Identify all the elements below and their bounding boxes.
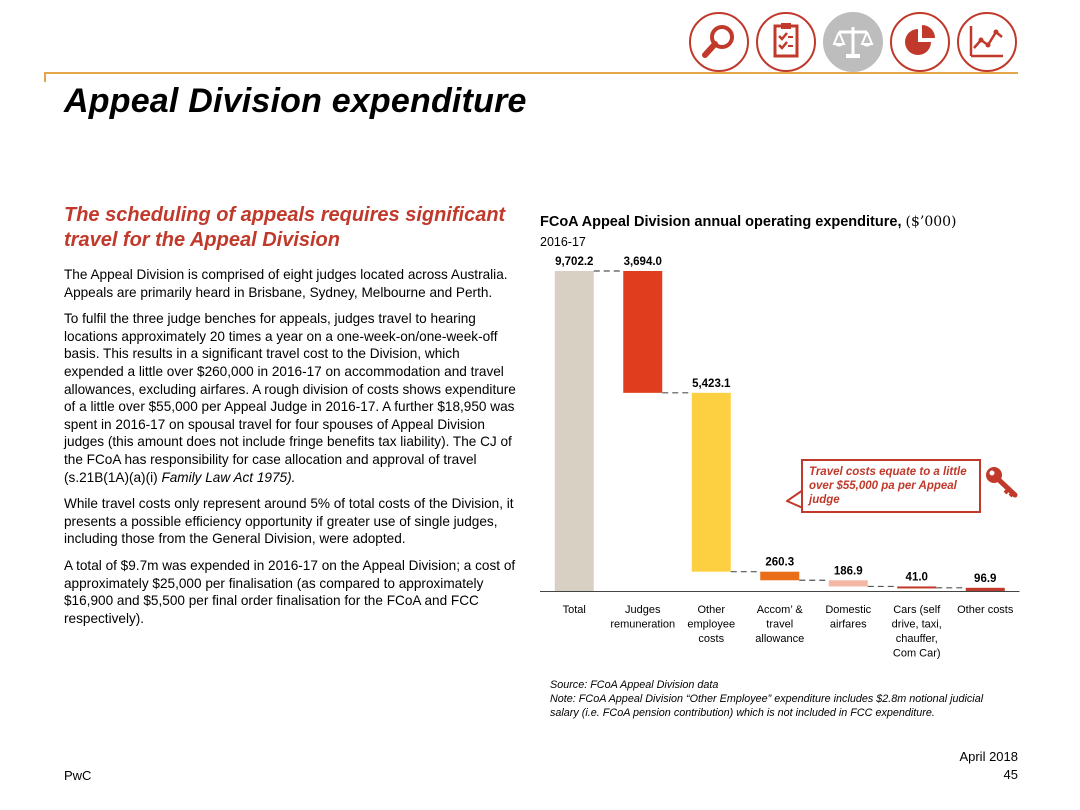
category-label-3-line-2: allowance xyxy=(755,633,804,645)
category-label-2-line-1: employee xyxy=(687,619,735,631)
category-label-4: Domestic airfares xyxy=(825,604,871,631)
category-label-1: Judges remuneration xyxy=(610,604,675,631)
paragraph-1: The Appeal Division is comprised of eigh… xyxy=(64,267,508,300)
value-label-1: 3,694.0 xyxy=(624,256,662,268)
value-label-6: 96.9 xyxy=(974,573,996,585)
paragraph-2-text: To fulfil the three judge benches for ap… xyxy=(64,311,516,485)
value-label-2: 5,423.1 xyxy=(692,378,731,390)
category-label-3: Accom’ & travel allowance xyxy=(755,604,804,645)
body-text: The Appeal Division is comprised of eigh… xyxy=(64,266,522,636)
key-icon xyxy=(986,467,1018,498)
footer-info: April 2018 45 xyxy=(959,748,1018,784)
paragraph-2: To fulfil the three judge benches for ap… xyxy=(64,310,522,486)
category-label-5-line-0: Cars (self xyxy=(893,604,941,616)
header-rule-tick xyxy=(44,72,46,82)
chart-title: FCoA Appeal Division annual operating ex… xyxy=(540,214,957,230)
magnifier-icon[interactable] xyxy=(689,12,749,72)
category-label-2: Other employee costs xyxy=(687,604,735,645)
category-label-2-line-2: costs xyxy=(698,633,724,645)
category-label-2-line-0: Other xyxy=(697,604,725,616)
bar-0 xyxy=(554,271,594,591)
category-label-5-line-1: drive, taxi, xyxy=(892,619,942,631)
category-label-3-line-0: Accom’ & xyxy=(757,604,804,616)
paragraph-2-italic: Family Law Act 1975). xyxy=(161,469,296,485)
chart-title-unit: ($’000) xyxy=(905,214,957,230)
category-label-5-line-3: Com Car) xyxy=(893,648,941,660)
category-label-4-line-0: Domestic xyxy=(825,604,871,616)
source-line: Source: FCoA Appeal Division data xyxy=(550,679,719,691)
clipboard-checklist-icon[interactable] xyxy=(756,12,816,72)
page-title: Appeal Division expenditure xyxy=(64,82,527,120)
value-label-3: 260.3 xyxy=(765,557,794,569)
value-label-5: 41.0 xyxy=(906,571,928,583)
header-rule xyxy=(44,72,1018,74)
paragraph-4: A total of $9.7m was expended in 2016-17… xyxy=(64,557,516,626)
category-label-0: Total xyxy=(563,604,586,616)
bar-6 xyxy=(965,587,1005,591)
bar-5 xyxy=(897,586,937,589)
category-label-4-line-1: airfares xyxy=(830,619,867,631)
category-label-5-line-2: chauffer, xyxy=(896,633,938,645)
category-label-5: Cars (self drive, taxi, chauffer, Com Car) xyxy=(892,604,942,660)
travel-cost-callout: Travel costs equate to a little over $55… xyxy=(801,459,981,513)
scales-icon[interactable] xyxy=(823,12,883,72)
bar-3 xyxy=(760,571,800,581)
category-label-0-line-0: Total xyxy=(563,604,586,616)
page-subtitle: The scheduling of appeals requires signi… xyxy=(64,204,506,251)
bar-4 xyxy=(828,580,868,587)
line-chart-icon[interactable] xyxy=(957,12,1017,72)
page-number: 45 xyxy=(1003,767,1018,782)
bar-2 xyxy=(691,392,731,572)
category-label-1-line-1: remuneration xyxy=(610,619,675,631)
chart-source: Source: FCoA Appeal Division data Note: … xyxy=(550,678,1010,720)
chart-title-text: FCoA Appeal Division annual operating ex… xyxy=(540,214,902,230)
category-label-6-line-0: Other costs xyxy=(957,604,1014,616)
bar-1 xyxy=(623,271,663,393)
paragraph-3: While travel costs only represent around… xyxy=(64,496,514,547)
footer-date: April 2018 xyxy=(959,749,1018,764)
category-label-3-line-1: travel xyxy=(766,619,793,631)
value-label-0: 9,702.2 xyxy=(555,256,593,268)
category-label-1-line-0: Judges xyxy=(625,604,661,616)
waterfall-chart: 9,702.2 Total 3,694.0 Judges remuneration 5,4… xyxy=(540,256,1020,660)
footer-brand: PwC xyxy=(64,768,92,783)
value-label-4: 186.9 xyxy=(834,565,863,577)
category-label-6: Other costs xyxy=(957,604,1014,616)
pie-chart-icon[interactable] xyxy=(890,12,950,72)
chart-subtitle: 2016-17 xyxy=(540,235,586,249)
note-line: Note: FCoA Appeal Division “Other Employ… xyxy=(550,693,984,719)
